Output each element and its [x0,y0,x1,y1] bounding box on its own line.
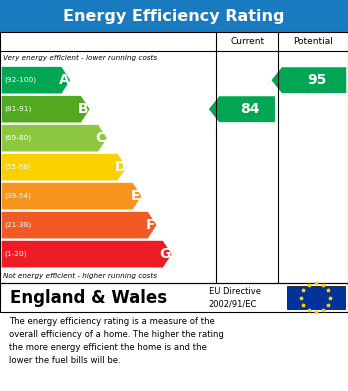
Text: Not energy efficient - higher running costs: Not energy efficient - higher running co… [3,273,158,279]
Polygon shape [2,183,141,210]
Text: (81-91): (81-91) [5,106,32,113]
Text: Energy Efficiency Rating: Energy Efficiency Rating [63,9,285,23]
Text: D: D [114,160,126,174]
Text: The energy efficiency rating is a measure of the
overall efficiency of a home. T: The energy efficiency rating is a measur… [9,317,223,365]
Bar [0,0,348,32]
Text: England & Wales: England & Wales [10,289,168,307]
Text: B: B [78,102,89,116]
Text: (92-100): (92-100) [5,77,37,83]
Polygon shape [2,241,172,267]
Text: 95: 95 [307,73,326,87]
Polygon shape [2,125,107,151]
Text: G: G [160,247,171,261]
Text: (1-20): (1-20) [5,251,27,257]
Bar [287,286,345,309]
Text: E: E [130,189,140,203]
Text: Very energy efficient - lower running costs: Very energy efficient - lower running co… [3,55,158,61]
Text: C: C [95,131,106,145]
Text: 84: 84 [240,102,260,116]
Polygon shape [2,212,157,239]
Text: (39-54): (39-54) [5,193,32,199]
Polygon shape [209,96,275,122]
Bar [0,32,348,283]
Polygon shape [2,154,126,181]
Polygon shape [271,67,346,93]
Text: Current: Current [230,37,264,46]
Bar [0,283,348,312]
Text: EU Directive
2002/91/EC: EU Directive 2002/91/EC [209,287,261,308]
Polygon shape [2,67,70,93]
Text: (55-68): (55-68) [5,164,32,170]
Text: (21-38): (21-38) [5,222,32,228]
Polygon shape [2,96,90,122]
Text: (69-80): (69-80) [5,135,32,142]
Text: F: F [145,218,155,232]
Text: Potential: Potential [293,37,333,46]
Text: A: A [58,73,69,87]
